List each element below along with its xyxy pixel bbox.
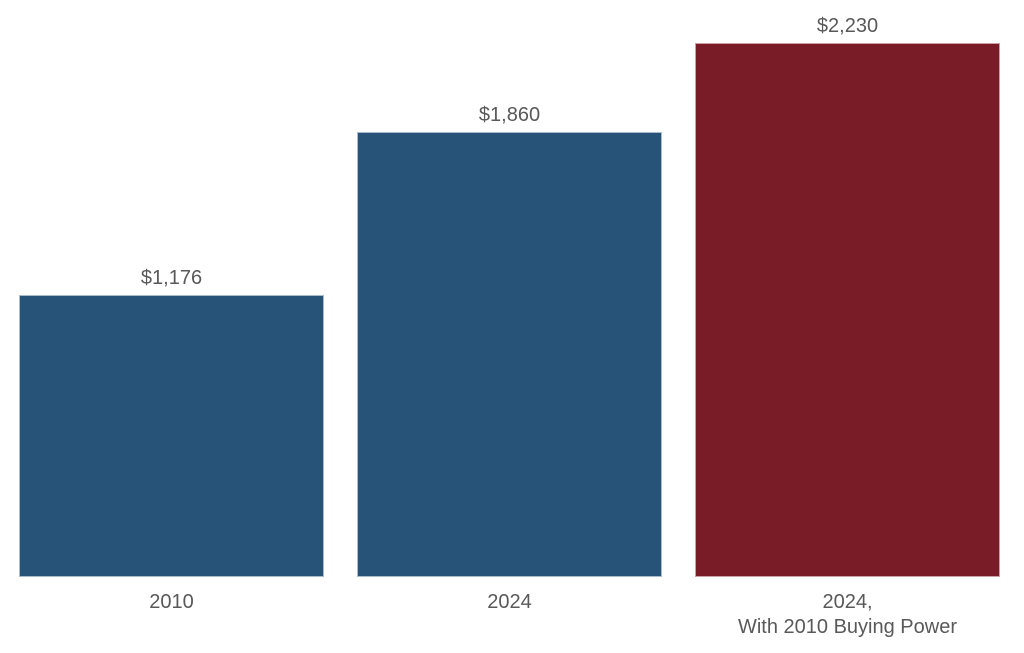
category-label-2024-buying-power: 2024, With 2010 Buying Power: [737, 591, 957, 638]
bar-2010: [19, 295, 324, 577]
bar-group-2010: $1,176: [19, 266, 324, 577]
plot-area: $1,176 $1,860 $2,230: [19, 0, 1000, 577]
bar-group-2024: $1,860: [357, 103, 662, 577]
category-axis: 2010 2024 2024, With 2010 Buying Power: [19, 577, 1000, 640]
category-label-2024: 2024: [487, 591, 532, 613]
value-label-2024-buying-power: $2,230: [816, 15, 879, 37]
bar-2024-buying-power: [695, 43, 1000, 577]
value-label-2024: $1,860: [478, 104, 541, 126]
bar-2024: [357, 132, 662, 577]
category-label-2010: 2010: [149, 591, 194, 613]
value-label-2010: $1,176: [140, 267, 203, 289]
bar-group-2024-buying-power: $2,230: [695, 14, 1000, 577]
